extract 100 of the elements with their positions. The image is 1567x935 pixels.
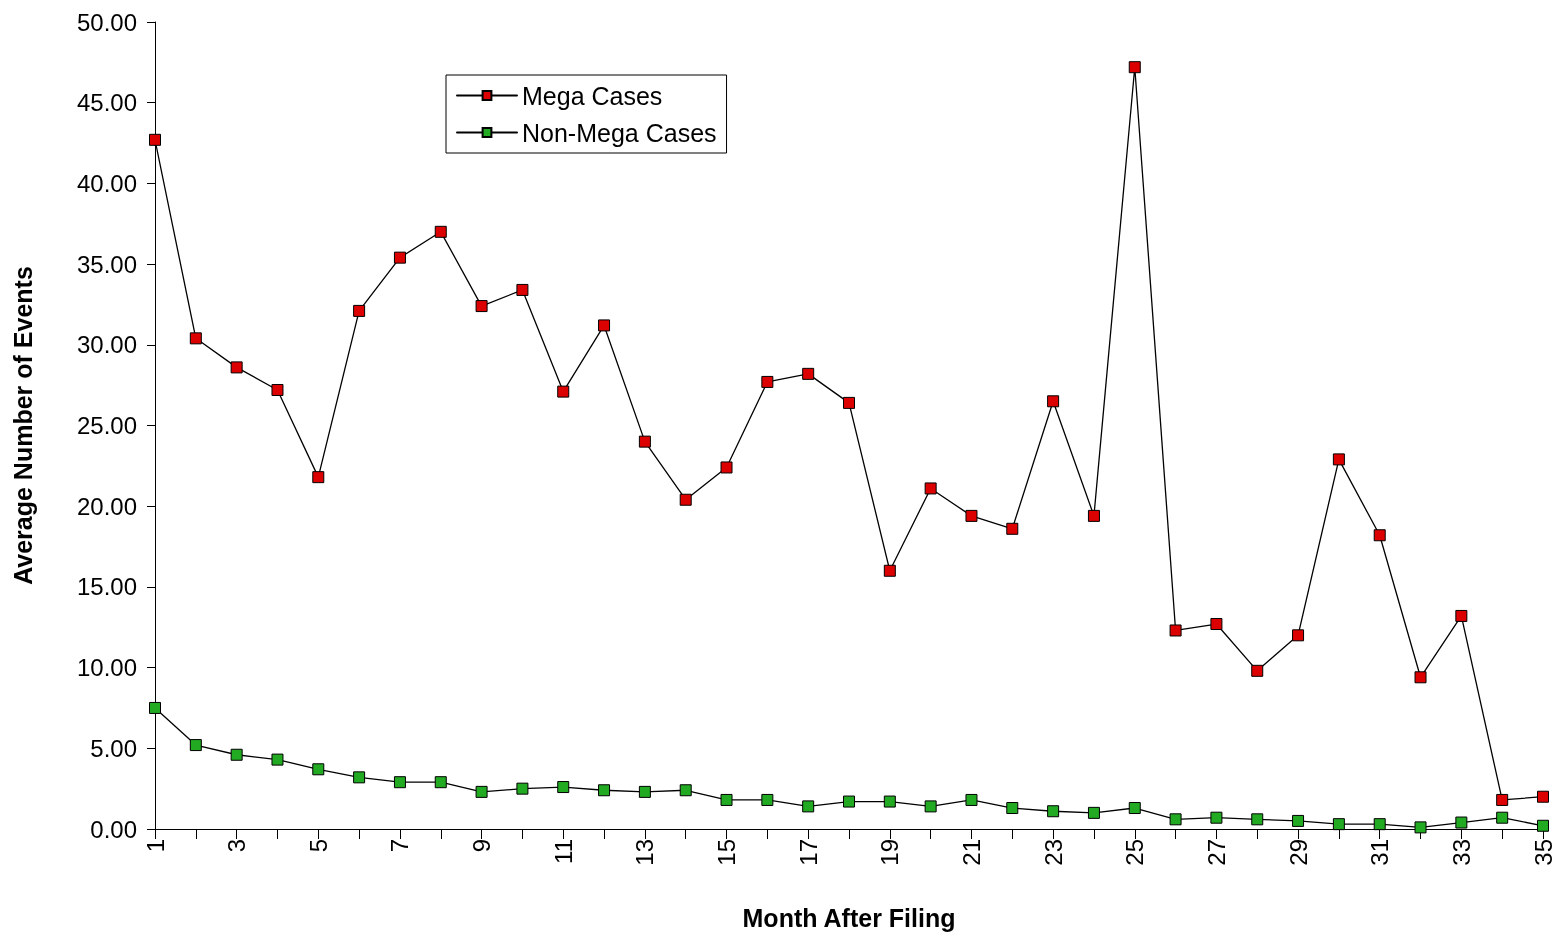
point bbox=[353, 304, 366, 317]
point bbox=[353, 771, 366, 784]
x-tick-label: 11 bbox=[549, 839, 577, 864]
legend-label: Mega Cases bbox=[522, 81, 663, 110]
point bbox=[557, 781, 570, 794]
point bbox=[1414, 671, 1427, 684]
y-tick-label: 30.00 bbox=[76, 331, 137, 359]
point bbox=[149, 701, 161, 714]
point bbox=[1128, 61, 1141, 74]
y-axis-title: Average Number of Events bbox=[8, 266, 37, 585]
point bbox=[1047, 805, 1060, 818]
y-tick-label: 5.00 bbox=[90, 734, 137, 762]
point bbox=[393, 251, 406, 264]
y-tick-label: 35.00 bbox=[76, 250, 137, 278]
point bbox=[1455, 816, 1468, 829]
point bbox=[189, 332, 202, 345]
y-tick-label: 15.00 bbox=[76, 573, 137, 601]
point bbox=[1169, 624, 1182, 637]
point bbox=[843, 396, 855, 409]
point bbox=[924, 800, 937, 813]
x-tick-label: 13 bbox=[631, 839, 659, 866]
point bbox=[1047, 395, 1060, 408]
point bbox=[393, 776, 406, 789]
y-tick-label: 20.00 bbox=[76, 492, 137, 520]
x-tick-label: 35 bbox=[1529, 839, 1557, 866]
y-tick-label: 45.00 bbox=[76, 89, 137, 117]
legend-label: Non-Mega Cases bbox=[522, 118, 717, 147]
x-tick-label: 5 bbox=[304, 839, 332, 853]
x-tick-label: 19 bbox=[876, 839, 904, 866]
point bbox=[883, 564, 896, 577]
point bbox=[1537, 790, 1549, 803]
point bbox=[516, 283, 529, 296]
point bbox=[149, 133, 161, 146]
point bbox=[1087, 509, 1100, 522]
point bbox=[1496, 811, 1509, 824]
x-tick-label: 21 bbox=[957, 839, 985, 866]
point bbox=[720, 793, 733, 806]
x-tick-label: 7 bbox=[386, 839, 414, 853]
x-tick-label: 15 bbox=[713, 839, 741, 866]
point bbox=[230, 361, 243, 374]
point bbox=[271, 383, 284, 396]
x-axis-title: Month After Filing bbox=[742, 903, 956, 932]
point bbox=[761, 375, 774, 388]
y-tick-label: 25.00 bbox=[76, 412, 137, 439]
point bbox=[598, 319, 611, 332]
point bbox=[965, 793, 978, 806]
point bbox=[312, 763, 325, 776]
point bbox=[434, 225, 447, 238]
point bbox=[965, 509, 978, 522]
point bbox=[924, 482, 937, 495]
x-tick-label: 27 bbox=[1202, 839, 1230, 866]
point bbox=[843, 795, 855, 808]
point bbox=[475, 785, 488, 798]
y-tick-label: 10.00 bbox=[76, 654, 137, 682]
y-tick-label: 0.00 bbox=[90, 815, 137, 843]
point bbox=[1210, 618, 1223, 631]
y-tick-label: 40.00 bbox=[76, 169, 137, 197]
point bbox=[1251, 813, 1264, 826]
point bbox=[271, 753, 284, 766]
point bbox=[1332, 453, 1345, 466]
point bbox=[1373, 818, 1386, 831]
point bbox=[230, 748, 243, 761]
point bbox=[1169, 813, 1182, 826]
x-tick-label: 17 bbox=[794, 839, 822, 866]
x-tick-label: 31 bbox=[1366, 839, 1394, 866]
point bbox=[1292, 814, 1305, 827]
point bbox=[1373, 529, 1386, 542]
point bbox=[1332, 818, 1345, 831]
x-tick-label: 23 bbox=[1039, 839, 1067, 866]
point bbox=[802, 800, 815, 813]
point bbox=[1006, 802, 1019, 815]
point bbox=[720, 461, 733, 474]
point bbox=[516, 782, 529, 795]
point bbox=[1292, 629, 1305, 642]
point bbox=[802, 367, 815, 380]
x-tick-label: 9 bbox=[468, 839, 496, 853]
point bbox=[1006, 522, 1019, 535]
point bbox=[679, 784, 692, 797]
point bbox=[1414, 821, 1427, 834]
point bbox=[1496, 793, 1509, 806]
point bbox=[638, 435, 651, 448]
x-tick-label: 29 bbox=[1284, 839, 1312, 866]
point bbox=[1087, 806, 1100, 819]
point bbox=[598, 784, 611, 797]
point bbox=[883, 795, 896, 808]
x-tick-label: 33 bbox=[1447, 839, 1475, 866]
point bbox=[761, 793, 774, 806]
point bbox=[679, 493, 692, 506]
point bbox=[189, 739, 202, 752]
point bbox=[1128, 802, 1141, 815]
x-tick-label: 3 bbox=[223, 839, 251, 853]
x-tick-label: 1 bbox=[141, 839, 169, 853]
point bbox=[1210, 811, 1223, 824]
point bbox=[1537, 819, 1549, 832]
point bbox=[475, 300, 488, 313]
point bbox=[312, 471, 325, 484]
y-tick-label: 50.00 bbox=[76, 8, 137, 36]
point bbox=[557, 385, 570, 398]
point bbox=[638, 785, 651, 798]
point bbox=[1455, 609, 1468, 622]
